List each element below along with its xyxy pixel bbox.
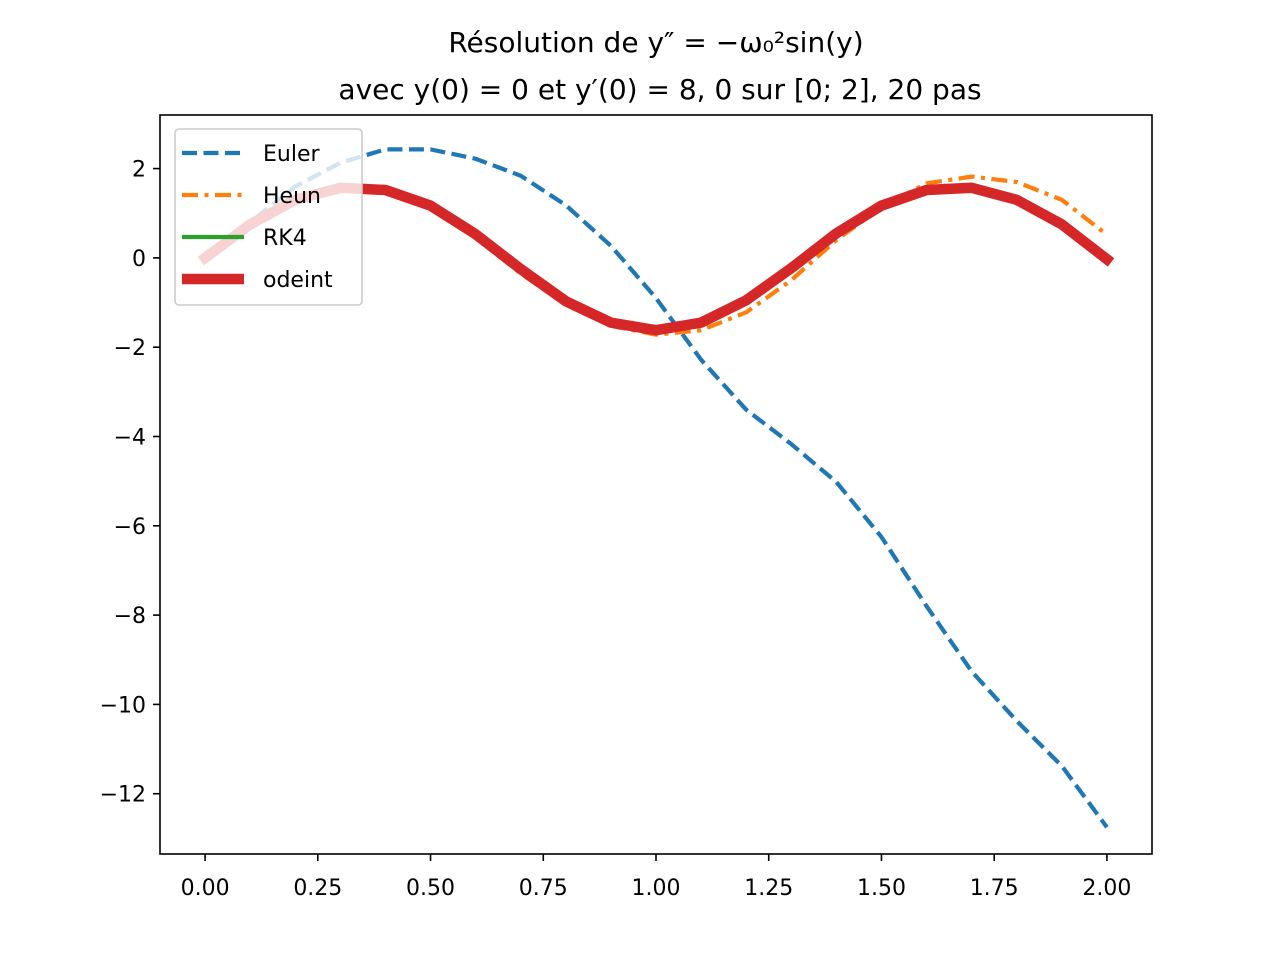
y-tick-label: −10 <box>100 693 146 718</box>
y-tick-label: −6 <box>114 515 146 540</box>
x-tick-label: 1.75 <box>970 876 1019 901</box>
x-tick-label: 0.50 <box>406 876 455 901</box>
y-tick-label: −4 <box>114 425 146 450</box>
x-tick-label: 0.00 <box>181 876 230 901</box>
y-tick-label: −8 <box>114 604 146 629</box>
legend-label-euler: Euler <box>263 142 320 167</box>
y-tick-label: −2 <box>114 336 146 361</box>
chart-title-line1: Résolution de y″ = −ω₀²sin(y) <box>448 26 863 59</box>
legend-label-heun: Heun <box>263 184 321 209</box>
x-axis: 0.00 0.25 0.50 0.75 1.00 1.25 1.50 1.75 2.00 <box>181 854 1131 901</box>
x-tick-label: 0.25 <box>293 876 342 901</box>
x-tick-label: 1.50 <box>857 876 906 901</box>
x-tick-label: 1.25 <box>744 876 793 901</box>
x-tick-label: 1.00 <box>632 876 681 901</box>
y-tick-label: 2 <box>132 158 146 183</box>
y-tick-label: 0 <box>132 247 146 272</box>
legend-label-odeint: odeint <box>263 268 333 293</box>
legend-box <box>174 128 363 306</box>
y-tick-label: −12 <box>100 783 146 808</box>
x-tick-label: 0.75 <box>519 876 568 901</box>
y-axis: 2 0 −2 −4 −6 −8 −10 −12 <box>100 158 160 808</box>
legend-label-rk4: RK4 <box>263 226 307 251</box>
legend: Euler Heun RK4 odeint <box>174 128 363 306</box>
chart-title-line2: avec y(0) = 0 et y′(0) = 8, 0 sur [0; 2]… <box>338 73 981 106</box>
x-tick-label: 2.00 <box>1082 876 1131 901</box>
